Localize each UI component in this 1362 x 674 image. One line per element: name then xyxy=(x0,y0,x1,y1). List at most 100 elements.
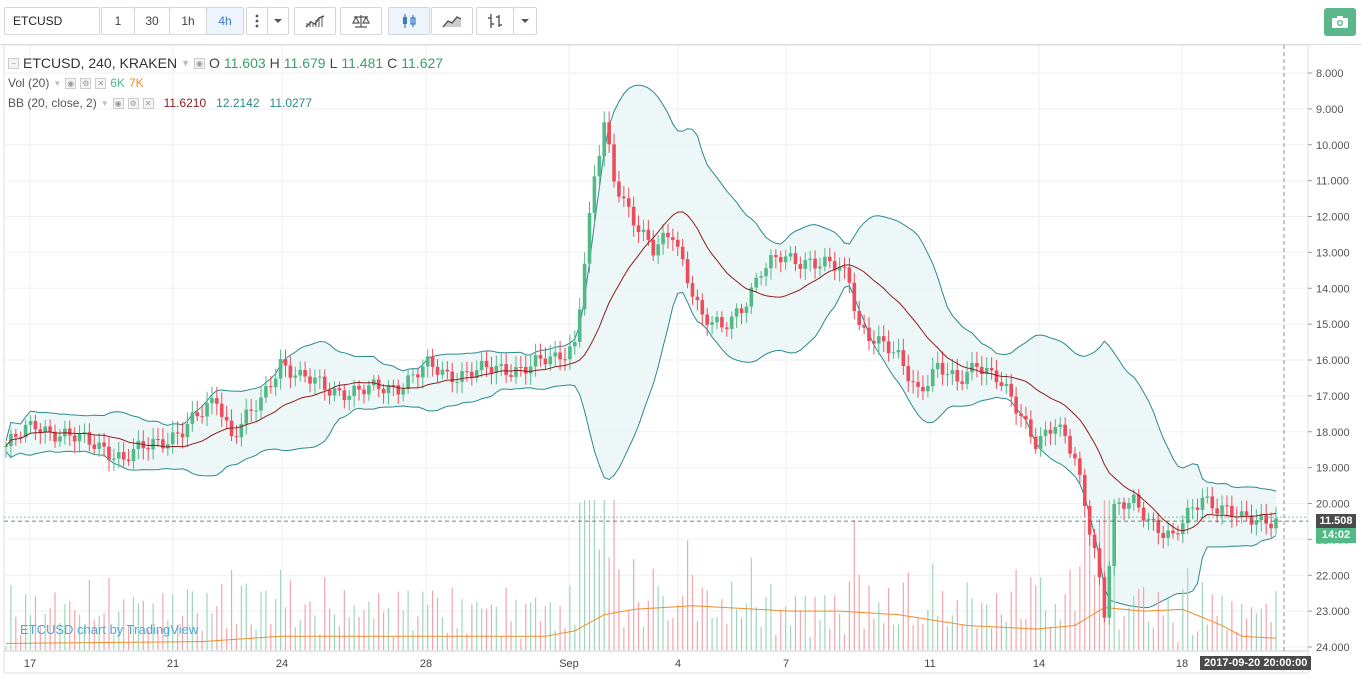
candle-body xyxy=(999,382,1004,386)
candle-body xyxy=(734,308,739,317)
candle-body xyxy=(563,359,567,361)
candle-body xyxy=(631,206,636,226)
high-value: 11.679 xyxy=(283,55,326,71)
interval-4h-button[interactable]: 4h xyxy=(206,7,244,35)
candle-body xyxy=(224,416,229,421)
close-label: C xyxy=(387,55,398,71)
candle-body xyxy=(538,355,543,359)
candle-body xyxy=(381,388,386,394)
interval-1-button[interactable]: 1 xyxy=(101,7,135,35)
gear-icon[interactable]: ⚙ xyxy=(80,77,92,89)
low-label: L xyxy=(329,55,338,71)
candle-body xyxy=(499,364,504,366)
eye-icon[interactable]: ◉ xyxy=(112,97,124,109)
candle-body xyxy=(244,409,249,424)
candle-body xyxy=(661,232,665,245)
candle-body xyxy=(43,426,48,433)
close-icon[interactable]: ✕ xyxy=(142,97,154,109)
eye-icon[interactable]: ◉ xyxy=(193,57,205,69)
close-icon[interactable]: ✕ xyxy=(95,77,107,89)
candle-body xyxy=(298,369,303,376)
candle-body xyxy=(720,317,724,328)
candle-body xyxy=(67,428,72,436)
candle-body xyxy=(151,439,155,450)
price-tick-label: 20.000 xyxy=(1316,499,1350,511)
candle-body xyxy=(53,431,57,442)
candle-body xyxy=(872,341,876,344)
candle-body xyxy=(1166,530,1170,538)
time-tick-label: 24 xyxy=(276,658,288,670)
candle-body xyxy=(28,420,33,425)
candles-style-icon[interactable] xyxy=(388,7,430,35)
area-style-icon[interactable] xyxy=(431,7,473,35)
candle-body xyxy=(1210,496,1215,509)
candle-body xyxy=(430,356,435,367)
candle-body xyxy=(445,369,450,372)
time-tick-label: 21 xyxy=(167,658,179,670)
candle-body xyxy=(219,403,224,417)
candle-body xyxy=(573,342,577,347)
candle-body xyxy=(308,376,312,384)
symbol-search-field[interactable]: ETCUSD xyxy=(4,7,100,35)
bars-style-icon[interactable] xyxy=(476,7,514,35)
collapse-icon[interactable]: − xyxy=(8,57,19,69)
tradingview-brand-link[interactable]: ETCUSD chart by TradingView xyxy=(20,622,199,637)
low-value: 11.481 xyxy=(341,55,384,71)
candle-body xyxy=(367,385,371,395)
candle-body xyxy=(975,363,979,367)
candle-body xyxy=(994,370,999,383)
chevron-down-icon[interactable]: ▼ xyxy=(53,78,62,88)
candle-body xyxy=(1185,507,1190,524)
candle-body xyxy=(195,412,200,417)
price-chart[interactable]: 24.00023.00022.00021.00020.00019.00018.0… xyxy=(0,45,1362,674)
candle-body xyxy=(1004,383,1009,386)
more-intervals-icon[interactable] xyxy=(246,7,268,35)
time-tick-label: 7 xyxy=(783,658,789,670)
candle-body xyxy=(813,258,817,269)
candle-body xyxy=(190,412,195,424)
candle-body xyxy=(1244,511,1249,516)
candle-body xyxy=(867,327,871,342)
price-tick-label: 15.000 xyxy=(1316,319,1350,331)
bb-basis-line xyxy=(5,211,1277,532)
candle-body xyxy=(1053,426,1058,434)
candle-body xyxy=(1136,494,1141,508)
chevron-down-icon[interactable] xyxy=(267,7,289,35)
candle-body xyxy=(342,390,347,401)
chevron-down-icon[interactable] xyxy=(513,7,537,35)
candle-body xyxy=(126,459,131,462)
camera-icon[interactable] xyxy=(1324,8,1356,36)
gear-icon[interactable]: ⚙ xyxy=(127,97,139,109)
candle-body xyxy=(808,258,812,260)
candle-body xyxy=(533,355,538,367)
interval-1h-button[interactable]: 1h xyxy=(169,7,207,35)
chevron-down-icon[interactable]: ▼ xyxy=(181,58,190,68)
candle-body xyxy=(877,336,881,344)
candle-body xyxy=(185,423,190,438)
indicators-icon[interactable] xyxy=(294,7,336,35)
compare-icon[interactable] xyxy=(340,7,382,35)
eye-icon[interactable]: ◉ xyxy=(65,77,77,89)
candle-body xyxy=(1161,532,1166,538)
chevron-down-icon[interactable]: ▼ xyxy=(100,98,109,108)
bb-upper-line xyxy=(5,84,1277,492)
candle-body xyxy=(131,449,136,462)
candle-body xyxy=(38,429,43,433)
candle-body xyxy=(1274,518,1278,529)
candle-body xyxy=(102,442,106,447)
candle-body xyxy=(543,358,548,365)
candle-body xyxy=(523,367,528,374)
candle-body xyxy=(700,300,705,315)
candle-body xyxy=(705,314,709,325)
candle-body xyxy=(215,398,219,404)
candle-body xyxy=(597,156,602,177)
bb-mid-value: 11.6210 xyxy=(163,96,207,110)
last-price-label: 11.508 xyxy=(1316,514,1356,529)
price-tick-label: 16.000 xyxy=(1316,355,1350,367)
interval-30-button[interactable]: 30 xyxy=(134,7,170,35)
candle-body xyxy=(180,433,185,438)
candle-body xyxy=(1220,505,1224,514)
candle-body xyxy=(921,386,925,392)
bb-legend: BB (20, close, 2) ▼ ◉ ⚙ ✕ 11.6210 12.214… xyxy=(8,96,312,110)
candle-body xyxy=(460,371,464,382)
